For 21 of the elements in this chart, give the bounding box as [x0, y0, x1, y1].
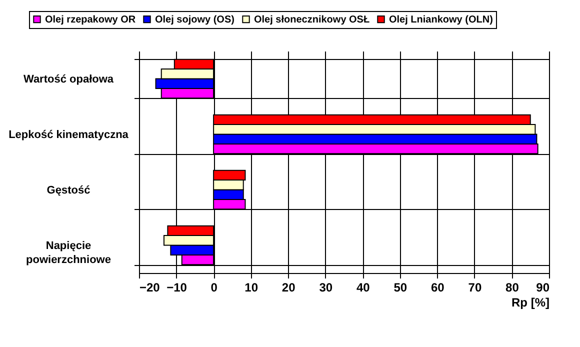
- legend-label: Olej Lniankowy (OLN): [389, 14, 493, 26]
- legend-label: Olej sojowy (OS): [155, 14, 234, 26]
- legend-label: Olej słonecznikowy OSŁ: [254, 14, 370, 26]
- x-tick-label: 50: [394, 280, 408, 294]
- x-tick-label: 30: [319, 280, 333, 294]
- x-tick-label: −10: [166, 280, 188, 294]
- x-axis-title: Rp [%]: [512, 296, 550, 310]
- y-tick-label: Lepkość kinematyczna: [8, 128, 130, 141]
- y-tick-label: Gęstość: [46, 184, 90, 196]
- x-tick-label: 20: [282, 280, 296, 294]
- x-tick-label: 40: [356, 280, 370, 294]
- y-tick-label: Napięcie powierzchniowe: [26, 240, 111, 266]
- legend-label: Olej rzepakowy OR: [45, 14, 136, 26]
- x-tick-label: 80: [506, 280, 520, 294]
- x-tick-label: 10: [244, 280, 258, 294]
- y-tick-label: Wartość opałowa: [23, 73, 114, 86]
- x-tick-label: 60: [431, 280, 445, 294]
- x-tick-label: 90: [536, 280, 550, 294]
- x-tick-label: 0: [210, 280, 218, 294]
- x-tick-label: −20: [140, 280, 160, 294]
- x-tick-label: 70: [468, 280, 482, 294]
